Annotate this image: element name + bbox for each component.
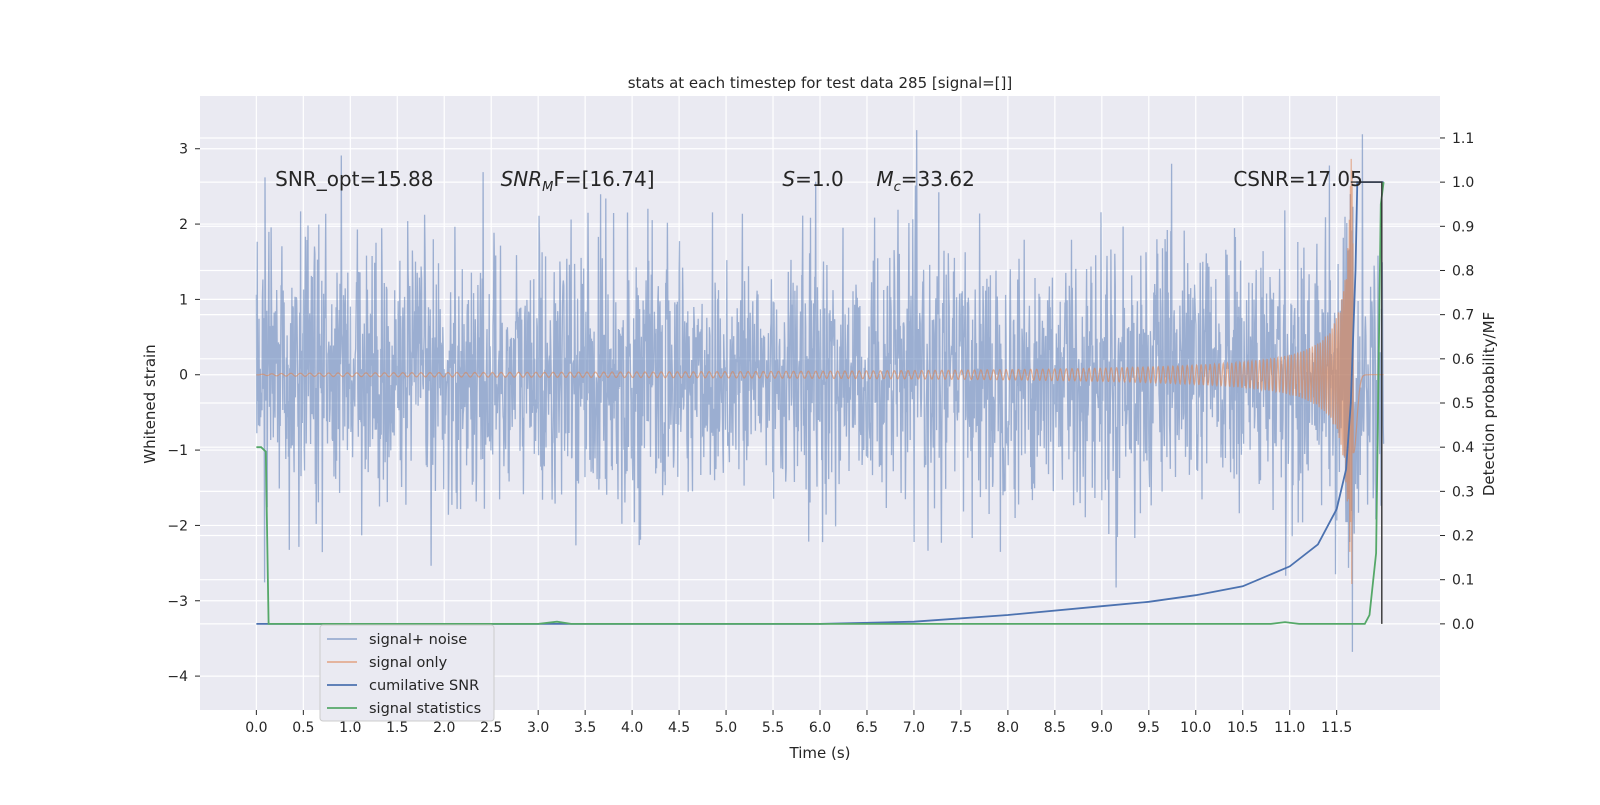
y-right-tick-label-7: 0.7 <box>1452 308 1474 324</box>
y-right-tick-label-10: 1.0 <box>1452 175 1474 191</box>
annotation-4: CSNR=17.05 <box>1233 167 1363 191</box>
legend-label-signal-plus-noise: signal+ noise <box>369 632 467 648</box>
x-tick-label-1: 0.5 <box>292 720 314 736</box>
x-tick-label-17: 8.5 <box>1044 720 1066 736</box>
annotation-0: SNR_opt=15.88 <box>275 167 433 191</box>
detection-step-line <box>1350 181 1383 624</box>
y-left-tick-label-7: 3 <box>179 142 188 158</box>
x-tick-label-22: 11.0 <box>1274 720 1305 736</box>
x-tick-label-23: 11.5 <box>1321 720 1352 736</box>
x-tick-label-0: 0.0 <box>245 720 267 736</box>
series-lines <box>256 181 1385 625</box>
x-tick-label-14: 7.0 <box>903 720 925 736</box>
x-tick-label-21: 10.5 <box>1227 720 1258 736</box>
x-tick-label-20: 10.0 <box>1180 720 1211 736</box>
x-tick-label-11: 5.5 <box>762 720 784 736</box>
legend-label-signal-only: signal only <box>369 655 448 671</box>
y-right-tick-label-3: 0.3 <box>1452 484 1474 500</box>
x-tick-label-2: 1.0 <box>339 720 361 736</box>
y-left-tick-label-5: 1 <box>179 292 188 308</box>
legend-label-cumilative-snr: cumilative SNR <box>369 678 479 694</box>
x-tick-label-12: 6.0 <box>809 720 831 736</box>
y-axis-label-left: Whitened strain <box>141 344 159 463</box>
x-tick-label-19: 9.5 <box>1138 720 1160 736</box>
y-right-tick-label-6: 0.6 <box>1452 352 1474 368</box>
x-tick-label-13: 6.5 <box>856 720 878 736</box>
y-axis-label-right: Detection probability/MF <box>1480 312 1498 496</box>
y-right-tick-label-1: 0.1 <box>1452 573 1474 589</box>
y-left-tick-label-2: −2 <box>167 518 188 534</box>
x-tick-label-16: 8.0 <box>997 720 1019 736</box>
series-signal-only <box>256 158 1384 585</box>
legend-box <box>319 624 495 722</box>
y-right-tick-label-9: 0.9 <box>1452 219 1474 235</box>
annotation-3: Mc=33.62 <box>876 167 974 195</box>
x-tick-label-5: 2.5 <box>480 720 502 736</box>
annotation-1: SNRMF=[16.74] <box>501 167 655 195</box>
x-tick-label-8: 4.0 <box>621 720 643 736</box>
signal-plus-noise-line <box>255 130 1385 652</box>
legend-label-signal-statistics: signal statistics <box>369 701 481 717</box>
y-right-tick-label-5: 0.5 <box>1452 396 1474 412</box>
y-left-tick-label-6: 2 <box>179 217 188 233</box>
x-tick-label-4: 2.0 <box>433 720 455 736</box>
x-tick-label-18: 9.0 <box>1091 720 1113 736</box>
y-right-tick-label-2: 0.2 <box>1452 529 1474 545</box>
legend: signal+ noise signal only cumilative SNR… <box>319 624 495 722</box>
y-left-tick-label-3: −1 <box>167 443 188 459</box>
x-tick-label-9: 4.5 <box>668 720 690 736</box>
annotations: SNR_opt=15.88 SNRMF=[16.74] S=1.0 Mc=33.62 C… <box>275 167 1363 195</box>
series-signal-plus-noise <box>255 130 1385 652</box>
x-tick-label-6: 3.0 <box>527 720 549 736</box>
x-axis-label: Time (s) <box>789 744 851 762</box>
annotation-2: S=1.0 <box>782 167 843 191</box>
signal-only-line <box>256 158 1384 585</box>
y-right-tick-label-11: 1.1 <box>1452 131 1474 147</box>
x-tick-label-15: 7.5 <box>950 720 972 736</box>
y-right-tick-label-4: 0.4 <box>1452 440 1474 456</box>
y-right-tick-label-0: 0.0 <box>1452 617 1474 633</box>
x-tick-label-10: 5.0 <box>715 720 737 736</box>
y-right-tick-label-8: 0.8 <box>1452 263 1474 279</box>
cumilative-snr-line <box>256 181 1384 625</box>
chart-title: stats at each timestep for test data 285… <box>628 74 1013 92</box>
signal-statistics-line <box>256 181 1385 625</box>
x-tick-label-7: 3.5 <box>574 720 596 736</box>
y-left-tick-label-4: 0 <box>179 368 188 384</box>
y-left-tick-label-1: −3 <box>167 594 188 610</box>
y-left-tick-label-0: −4 <box>167 669 188 685</box>
x-tick-label-3: 1.5 <box>386 720 408 736</box>
ticks: 0.0 0.5 1.0 1.5 2.0 2.5 3.0 3.5 4.0 4.5 5.0 5.5 6.0 6… <box>167 131 1474 736</box>
